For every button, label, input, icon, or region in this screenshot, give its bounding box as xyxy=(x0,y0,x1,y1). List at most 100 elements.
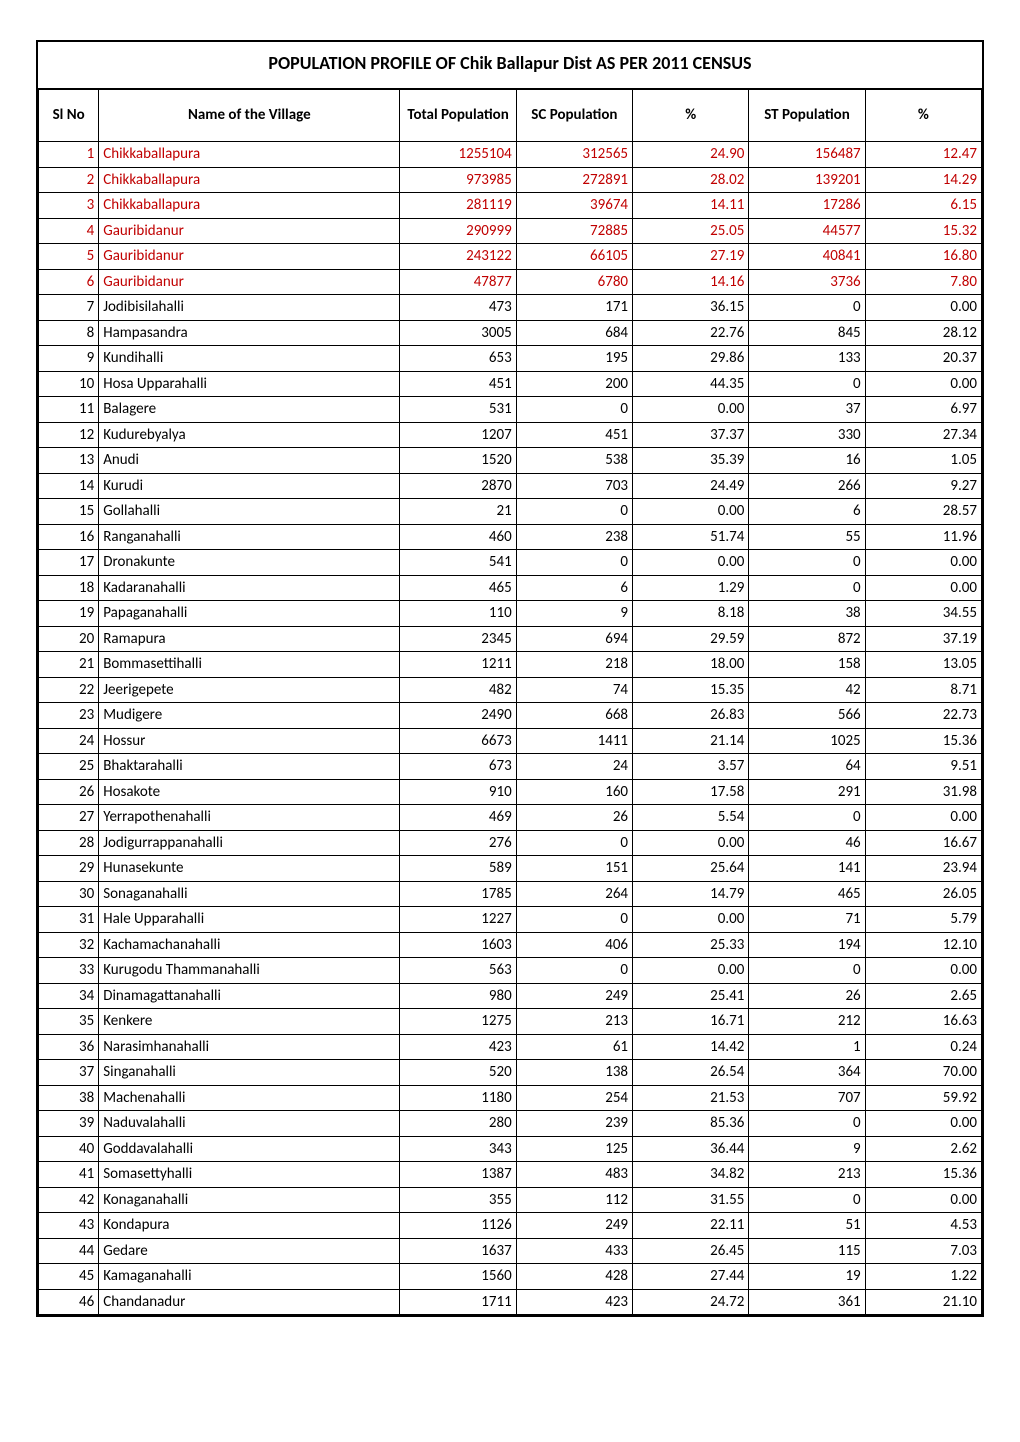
cell-name: Chikkaballapura xyxy=(99,167,400,193)
cell-st: 0 xyxy=(749,1111,865,1137)
table-row: 3Chikkaballapura2811193967414.11172866.1… xyxy=(39,193,982,219)
cell-total: 1711 xyxy=(400,1289,516,1315)
table-row: 23Mudigere249066826.8356622.73 xyxy=(39,703,982,729)
cell-name: Mudigere xyxy=(99,703,400,729)
cell-pct1: 25.64 xyxy=(633,856,749,882)
cell-name: Kamaganahalli xyxy=(99,1264,400,1290)
cell-pct2: 70.00 xyxy=(865,1060,981,1086)
cell-total: 290999 xyxy=(400,218,516,244)
cell-slno: 35 xyxy=(39,1009,99,1035)
cell-pct1: 85.36 xyxy=(633,1111,749,1137)
table-title: POPULATION PROFILE OF Chik Ballapur Dist… xyxy=(38,42,982,89)
cell-sc: 72885 xyxy=(516,218,632,244)
cell-sc: 483 xyxy=(516,1162,632,1188)
cell-sc: 668 xyxy=(516,703,632,729)
table-row: 36Narasimhanahalli4236114.4210.24 xyxy=(39,1034,982,1060)
cell-st: 845 xyxy=(749,320,865,346)
cell-total: 243122 xyxy=(400,244,516,270)
col-sc: SC Population xyxy=(516,90,632,142)
cell-pct2: 0.24 xyxy=(865,1034,981,1060)
col-st: ST Population xyxy=(749,90,865,142)
cell-pct1: 29.59 xyxy=(633,626,749,652)
cell-name: Jodibisilahalli xyxy=(99,295,400,321)
table-row: 42Konaganahalli35511231.5500.00 xyxy=(39,1187,982,1213)
table-row: 29Hunasekunte58915125.6414123.94 xyxy=(39,856,982,882)
cell-total: 276 xyxy=(400,830,516,856)
cell-name: Chandanadur xyxy=(99,1289,400,1315)
cell-pct2: 21.10 xyxy=(865,1289,981,1315)
table-body: 1Chikkaballapura125510431256524.90156487… xyxy=(39,142,982,1315)
cell-name: Gollahalli xyxy=(99,499,400,525)
cell-sc: 6 xyxy=(516,575,632,601)
cell-sc: 264 xyxy=(516,881,632,907)
cell-pct1: 24.90 xyxy=(633,142,749,168)
cell-name: Kudurebyalya xyxy=(99,422,400,448)
table-row: 8Hampasandra300568422.7684528.12 xyxy=(39,320,982,346)
table-row: 24Hossur6673141121.14102515.36 xyxy=(39,728,982,754)
cell-total: 280 xyxy=(400,1111,516,1137)
cell-st: 0 xyxy=(749,550,865,576)
cell-sc: 171 xyxy=(516,295,632,321)
cell-slno: 24 xyxy=(39,728,99,754)
cell-name: Sonaganahalli xyxy=(99,881,400,907)
cell-pct2: 23.94 xyxy=(865,856,981,882)
table-row: 2Chikkaballapura97398527289128.021392011… xyxy=(39,167,982,193)
cell-sc: 428 xyxy=(516,1264,632,1290)
cell-name: Hosakote xyxy=(99,779,400,805)
cell-slno: 10 xyxy=(39,371,99,397)
cell-sc: 703 xyxy=(516,473,632,499)
table-row: 11Balagere53100.00376.97 xyxy=(39,397,982,423)
cell-total: 47877 xyxy=(400,269,516,295)
table-row: 45Kamaganahalli156042827.44191.22 xyxy=(39,1264,982,1290)
cell-st: 212 xyxy=(749,1009,865,1035)
cell-sc: 433 xyxy=(516,1238,632,1264)
cell-total: 6673 xyxy=(400,728,516,754)
cell-st: 3736 xyxy=(749,269,865,295)
cell-name: Kurugodu Thammanahalli xyxy=(99,958,400,984)
cell-slno: 3 xyxy=(39,193,99,219)
cell-sc: 249 xyxy=(516,1213,632,1239)
cell-pct1: 27.44 xyxy=(633,1264,749,1290)
cell-name: Kurudi xyxy=(99,473,400,499)
table-frame: POPULATION PROFILE OF Chik Ballapur Dist… xyxy=(36,40,984,1317)
cell-name: Bommasettihalli xyxy=(99,652,400,678)
cell-name: Kenkere xyxy=(99,1009,400,1035)
cell-pct1: 17.58 xyxy=(633,779,749,805)
cell-st: 6 xyxy=(749,499,865,525)
cell-st: 9 xyxy=(749,1136,865,1162)
cell-total: 1785 xyxy=(400,881,516,907)
table-row: 19Papaganahalli11098.183834.55 xyxy=(39,601,982,627)
cell-st: 194 xyxy=(749,932,865,958)
cell-pct2: 8.71 xyxy=(865,677,981,703)
cell-st: 55 xyxy=(749,524,865,550)
cell-pct2: 6.15 xyxy=(865,193,981,219)
cell-pct1: 26.45 xyxy=(633,1238,749,1264)
cell-pct1: 8.18 xyxy=(633,601,749,627)
cell-pct2: 12.47 xyxy=(865,142,981,168)
cell-total: 3005 xyxy=(400,320,516,346)
cell-name: Goddavalahalli xyxy=(99,1136,400,1162)
cell-st: 64 xyxy=(749,754,865,780)
cell-name: Dinamagattanahalli xyxy=(99,983,400,1009)
cell-pct2: 0.00 xyxy=(865,575,981,601)
cell-sc: 312565 xyxy=(516,142,632,168)
cell-pct2: 1.22 xyxy=(865,1264,981,1290)
cell-name: Ranganahalli xyxy=(99,524,400,550)
cell-pct2: 9.51 xyxy=(865,754,981,780)
cell-pct1: 29.86 xyxy=(633,346,749,372)
cell-slno: 30 xyxy=(39,881,99,907)
cell-total: 1207 xyxy=(400,422,516,448)
cell-total: 973985 xyxy=(400,167,516,193)
cell-total: 281119 xyxy=(400,193,516,219)
cell-pct1: 37.37 xyxy=(633,422,749,448)
table-row: 25Bhaktarahalli673243.57649.51 xyxy=(39,754,982,780)
cell-name: Chikkaballapura xyxy=(99,193,400,219)
cell-pct1: 25.33 xyxy=(633,932,749,958)
cell-st: 42 xyxy=(749,677,865,703)
cell-slno: 39 xyxy=(39,1111,99,1137)
table-row: 26Hosakote91016017.5829131.98 xyxy=(39,779,982,805)
cell-st: 361 xyxy=(749,1289,865,1315)
cell-pct1: 15.35 xyxy=(633,677,749,703)
cell-slno: 21 xyxy=(39,652,99,678)
cell-total: 2490 xyxy=(400,703,516,729)
